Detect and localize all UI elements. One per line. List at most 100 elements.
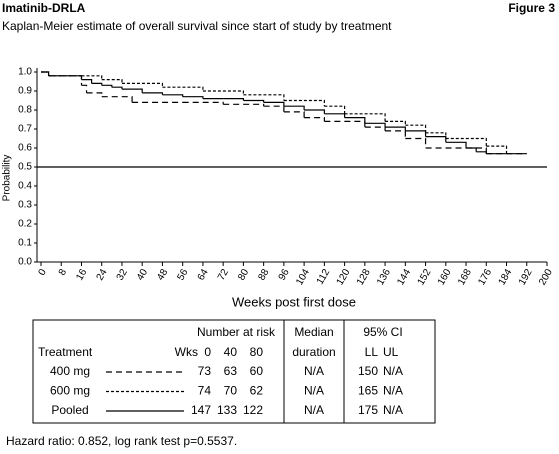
- x-axis-label: Weeks post first dose: [232, 294, 356, 309]
- y-tick-label: 0.6: [18, 143, 32, 154]
- survival-step: [405, 130, 427, 137]
- ci-upper: N/A: [383, 384, 403, 398]
- y-tick-label: 0.2: [18, 219, 32, 230]
- survival-step: [182, 101, 224, 105]
- median-value: N/A: [304, 403, 324, 417]
- y-axis-label: Probability: [2, 155, 13, 202]
- ci-lower: 150: [358, 364, 378, 378]
- survival-step: [121, 88, 143, 93]
- y-tick-label: 0.5: [18, 162, 32, 173]
- survival-step: [142, 92, 164, 95]
- survival-step: [304, 117, 325, 122]
- median-value: N/A: [304, 384, 324, 398]
- x-tick-label: 136: [375, 267, 393, 287]
- survival-step: [385, 130, 406, 139]
- survival-step: [263, 105, 285, 112]
- survival-step: [101, 84, 113, 88]
- survival-step: [81, 79, 93, 84]
- at-risk-week: 80: [250, 345, 264, 359]
- survival-step: [405, 137, 427, 148]
- x-tick-label: 40: [135, 267, 150, 283]
- survival-step: [162, 94, 184, 97]
- at-risk-week: 0: [204, 345, 211, 359]
- at-risk-count: 70: [224, 384, 238, 398]
- x-tick-label: 80: [236, 267, 251, 283]
- survival-step: [41, 71, 50, 76]
- survival-step: [304, 109, 325, 114]
- at-risk-count: 147: [191, 403, 211, 417]
- survival-step: [48, 75, 83, 80]
- y-tick-label: 0.0: [18, 257, 32, 268]
- survival-step: [86, 92, 103, 97]
- y-tick-label: 0.7: [18, 124, 32, 135]
- x-tick-label: 16: [74, 267, 89, 283]
- ci-column: LL: [365, 345, 379, 359]
- survival-step: [324, 105, 346, 114]
- survival-step: [324, 113, 346, 118]
- survival-step: [223, 103, 265, 107]
- survival-step: [243, 99, 265, 103]
- survival-step: [364, 122, 386, 128]
- survival-step: [405, 124, 427, 133]
- chart-title: Kaplan-Meier estimate of overall surviva…: [2, 19, 392, 33]
- legend-label: 400 mg: [50, 364, 90, 378]
- weeks-header: Wks: [175, 345, 198, 359]
- survival-step: [101, 79, 123, 84]
- x-tick-label: 72: [216, 267, 231, 283]
- survival-step: [263, 101, 285, 107]
- y-tick-label: 0.8: [18, 105, 32, 116]
- risk-table-box: [32, 319, 436, 424]
- x-tick-label: 144: [395, 267, 413, 287]
- x-tick-label: 32: [115, 267, 130, 283]
- median-value: N/A: [304, 364, 324, 378]
- survival-step: [466, 147, 477, 152]
- ci-upper: N/A: [383, 403, 403, 417]
- survival-step: [202, 90, 244, 95]
- survival-step: [162, 86, 204, 91]
- survival-step: [223, 98, 244, 101]
- at-risk-title: Number at risk: [197, 325, 276, 339]
- survival-step: [121, 82, 164, 88]
- x-tick-label: 160: [436, 267, 454, 287]
- x-tick-label: 200: [537, 267, 555, 287]
- median-header: Median: [294, 325, 333, 339]
- x-tick-label: 112: [315, 267, 333, 287]
- survival-step: [283, 105, 305, 110]
- survival-step: [283, 99, 325, 107]
- legend-label: 600 mg: [50, 384, 90, 398]
- y-tick-label: 0.9: [18, 86, 32, 97]
- x-tick-label: 24: [95, 267, 110, 283]
- x-tick-label: 8: [57, 267, 70, 278]
- survival-step: [283, 111, 305, 118]
- ci-lower: 165: [358, 384, 378, 398]
- x-tick-label: 56: [175, 267, 190, 283]
- x-tick-label: 64: [196, 267, 211, 283]
- survival-step: [445, 141, 467, 148]
- y-tick-label: 0.4: [18, 181, 32, 192]
- at-risk-week: 40: [224, 345, 238, 359]
- survival-step: [81, 84, 88, 93]
- survival-step: [344, 117, 366, 124]
- ci-upper: N/A: [383, 364, 403, 378]
- x-tick-label: 88: [256, 267, 271, 283]
- survival-step: [445, 137, 487, 147]
- median-header: duration: [292, 345, 335, 359]
- footnote: Hazard ratio: 0.852, log rank test p=0.5…: [6, 434, 237, 448]
- x-tick-label: 176: [476, 267, 494, 287]
- x-tick-label: 184: [497, 267, 515, 287]
- figure-label: Figure 3: [508, 1, 555, 15]
- x-tick-label: 128: [355, 267, 373, 287]
- at-risk-count: 73: [198, 364, 212, 378]
- legend-label: Pooled: [51, 403, 88, 417]
- at-risk-count: 122: [243, 403, 263, 417]
- survival-step: [425, 132, 447, 139]
- treatment-header: Treatment: [38, 345, 93, 359]
- survival-step: [101, 96, 133, 103]
- survival-step: [182, 96, 204, 99]
- survival-step: [486, 145, 508, 154]
- survival-step: [344, 113, 386, 122]
- at-risk-count: 62: [250, 384, 264, 398]
- survival-step: [243, 94, 285, 101]
- x-tick-label: 192: [517, 267, 535, 287]
